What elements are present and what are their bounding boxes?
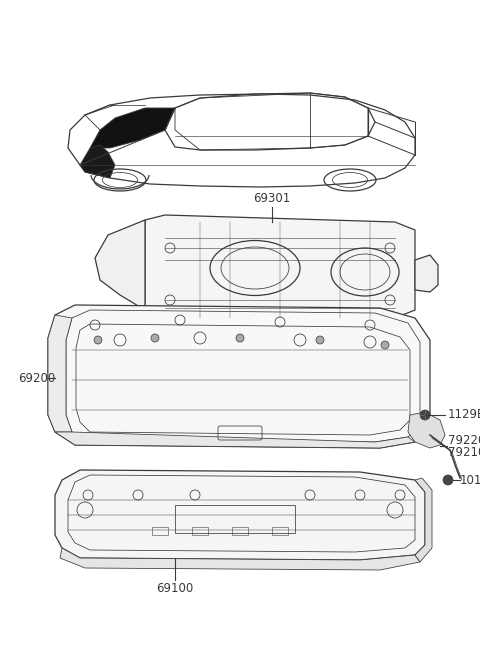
Circle shape [151, 334, 159, 342]
Polygon shape [145, 215, 415, 318]
Circle shape [381, 341, 389, 349]
Polygon shape [408, 412, 445, 448]
Polygon shape [55, 470, 425, 560]
Polygon shape [48, 305, 430, 448]
Circle shape [94, 336, 102, 344]
Polygon shape [90, 108, 175, 148]
Polygon shape [80, 145, 115, 178]
Polygon shape [60, 548, 420, 570]
Text: 79210: 79210 [448, 446, 480, 459]
Polygon shape [48, 315, 72, 432]
Polygon shape [55, 432, 415, 448]
Polygon shape [415, 478, 432, 562]
Text: 1129EA: 1129EA [448, 408, 480, 421]
Circle shape [420, 410, 430, 420]
Circle shape [316, 336, 324, 344]
Polygon shape [95, 220, 145, 310]
Text: 1012AB: 1012AB [460, 474, 480, 487]
Text: 79220: 79220 [448, 434, 480, 446]
Circle shape [443, 475, 453, 485]
Polygon shape [415, 255, 438, 292]
Text: 69200: 69200 [18, 371, 55, 384]
Text: 69100: 69100 [156, 582, 193, 595]
Text: 69301: 69301 [253, 192, 290, 205]
Circle shape [236, 334, 244, 342]
